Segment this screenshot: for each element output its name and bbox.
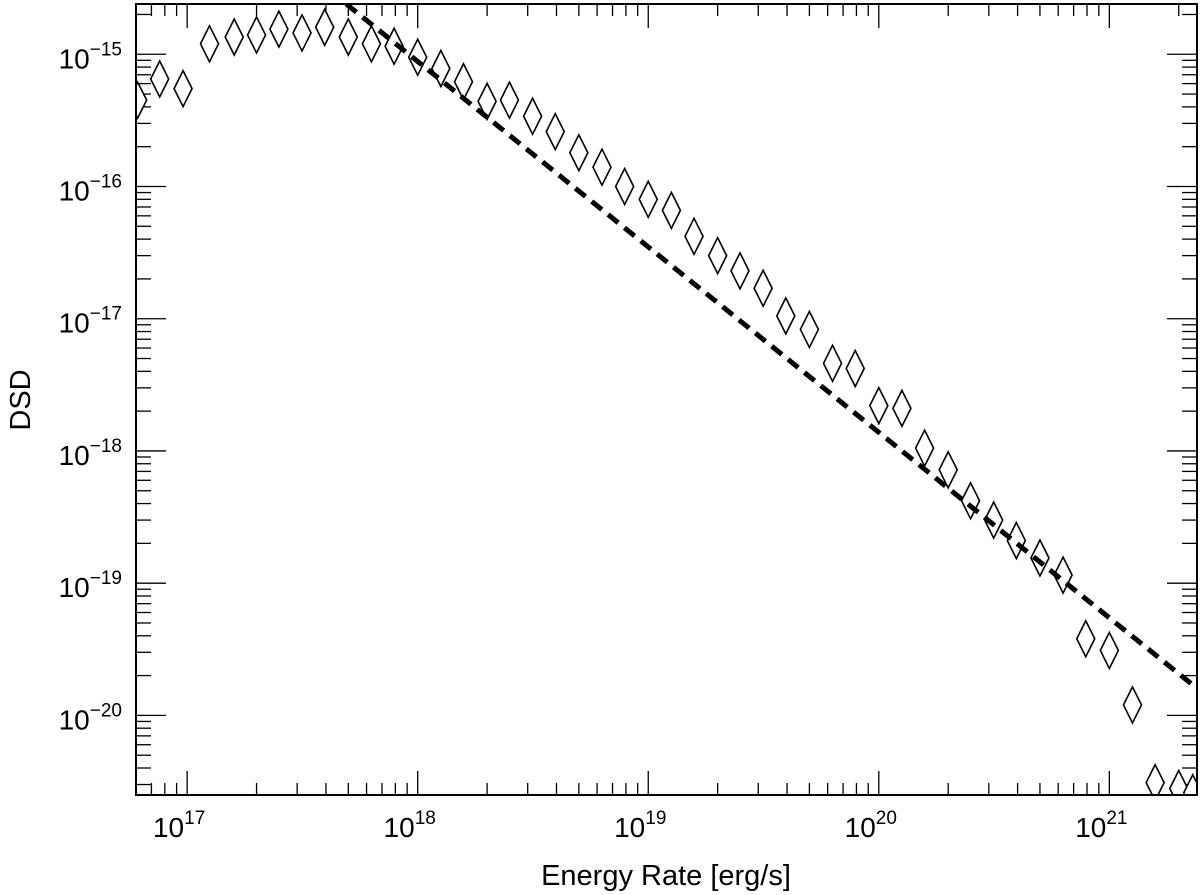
x-tick-label: 1021 [1075,808,1127,843]
x-tick-label: 1017 [153,808,205,843]
data-point-diamond [224,17,245,57]
data-point-diamond [292,13,312,53]
y-tick-label: 10−16 [59,171,122,206]
data-point-diamond [592,147,612,187]
data-point-diamond [1182,772,1197,795]
data-point-diamond [775,296,796,336]
data-point-diamond [730,251,750,291]
plot-frame [135,3,1198,796]
data-point-diamond [799,309,820,350]
data-point-diamond [522,96,543,137]
axis-ticks [135,4,1197,795]
plot-area [136,4,1197,795]
data-point-diamond [314,7,335,48]
data-point-diamond [914,428,935,468]
data-point-diamond [1006,520,1027,561]
fit-line-dashed [344,4,1197,689]
tick-labels: 1017 1018 1019 1020 1021 10−15 10−16 10−17 10−18… [59,39,1128,843]
data-point-diamond [1145,762,1166,795]
data-point-diamond [938,450,959,490]
data-point-diamond [614,166,635,207]
data-point-diamond [753,268,774,309]
data-point-diamond [983,500,1004,540]
y-tick-label: 10−18 [59,436,122,471]
data-point-diamond [246,15,267,55]
data-point-diamond [822,343,843,384]
data-point-diamond [684,216,704,257]
data-point-diamond [868,385,889,426]
data-point-diamond [1099,630,1120,671]
x-tick-label: 1018 [384,808,436,843]
data-point-diamond [499,80,520,120]
data-point-diamond [568,132,589,173]
data-point-diamond [453,61,474,102]
data-point-diamond [638,179,659,220]
x-tick-label: 1019 [614,808,666,843]
x-axis-title: Energy Rate [erg/s] [541,860,791,892]
data-point-diamond [707,235,728,276]
data-point-diamond [661,190,682,231]
data-point-diamond [1030,538,1050,578]
y-tick-label: 10−15 [59,39,122,74]
data-point-diamond [361,24,382,64]
y-tick-label: 10−20 [59,700,122,735]
y-tick-label: 10−19 [59,568,122,603]
data-point-diamond [892,388,912,429]
data-point-diamond [1075,618,1096,659]
data-point-diamond [338,17,359,57]
data-point-diamond [407,37,428,78]
y-axis-title: DSD [5,369,37,430]
data-point-diamond [845,348,866,389]
data-point-diamond [268,9,289,49]
data-point-diamond [1168,768,1189,795]
data-point-diamond [430,48,451,89]
data-point-diamond [1122,685,1143,725]
data-point-diamond [173,68,193,109]
x-tick-label: 1020 [845,808,897,843]
y-tick-label: 10−17 [59,304,122,339]
data-point-diamond [149,59,170,99]
data-point-diamond [136,80,148,120]
data-point-diamond [477,81,497,122]
data-point-diamond [199,24,220,64]
data-point-diamond [545,111,566,152]
